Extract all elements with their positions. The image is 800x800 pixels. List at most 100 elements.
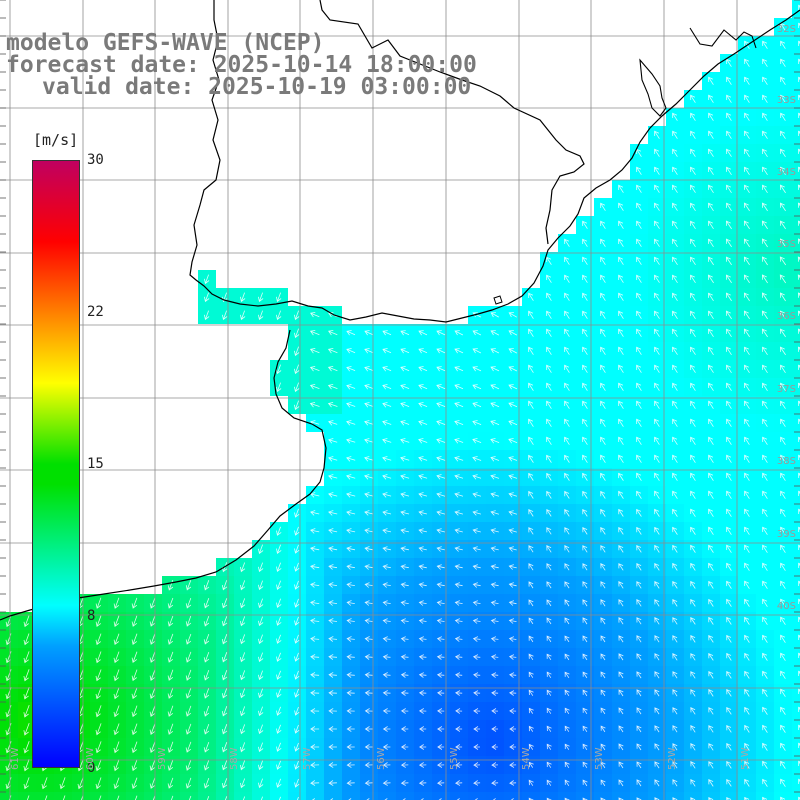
wind-arrow	[672, 526, 678, 535]
wind-arrow	[600, 545, 606, 553]
wind-arrow	[798, 400, 800, 407]
wind-arrow	[564, 400, 570, 409]
wind-arrow	[294, 544, 300, 554]
wind-arrow	[149, 705, 156, 718]
wind-arrow	[167, 651, 174, 663]
wind-arrow	[761, 274, 768, 284]
wind-arrow	[23, 651, 30, 664]
wind-cell	[792, 18, 800, 36]
wind-cell	[792, 162, 800, 180]
wind-arrow	[798, 598, 800, 605]
wind-arrow	[672, 220, 678, 230]
wind-arrow	[564, 743, 570, 750]
wind-arrow	[744, 148, 750, 158]
wind-arrow	[636, 184, 642, 193]
wind-arrow	[780, 598, 786, 607]
wind-arrow	[382, 744, 391, 750]
wind-arrow	[456, 798, 460, 800]
wind-arrow	[798, 76, 800, 83]
wind-arrow	[149, 741, 156, 754]
wind-arrow	[346, 726, 355, 732]
wind-arrow	[437, 744, 445, 750]
wind-arrow	[328, 330, 338, 336]
wind-arrow	[600, 436, 606, 445]
wind-arrow	[364, 330, 374, 336]
wind-arrow	[798, 616, 800, 623]
wind-arrow	[346, 708, 355, 714]
wind-arrow	[762, 652, 768, 661]
wind-cell	[792, 684, 800, 702]
wind-arrow	[582, 599, 588, 607]
wind-arrow	[382, 510, 392, 516]
wind-arrow	[454, 438, 464, 444]
wind-arrow	[582, 346, 588, 355]
wind-arrow	[672, 238, 678, 248]
wind-arrow	[726, 796, 732, 800]
wind-arrow	[636, 364, 642, 373]
wind-arrow	[528, 310, 534, 319]
wind-arrow	[672, 202, 678, 211]
wind-arrow	[654, 166, 660, 175]
wind-arrow	[455, 762, 463, 768]
wind-arrow	[203, 777, 210, 789]
wind-arrow	[23, 759, 30, 772]
wind-arrow	[382, 348, 392, 354]
wind-arrow	[564, 364, 570, 373]
wind-arrow	[744, 526, 750, 535]
wind-arrow	[564, 436, 570, 445]
wind-arrow	[346, 618, 355, 624]
wind-arrow	[582, 256, 588, 265]
lat-label: 32S	[776, 24, 796, 35]
wind-arrow	[59, 777, 66, 790]
wind-arrow	[600, 328, 606, 337]
wind-arrow	[455, 780, 463, 786]
wind-cell	[792, 288, 800, 306]
wind-arrow	[600, 599, 606, 607]
wind-arrow	[798, 454, 800, 461]
wind-arrow	[490, 348, 500, 354]
wind-arrow	[744, 166, 750, 176]
wind-arrow	[149, 651, 156, 663]
wind-arrow	[528, 653, 534, 661]
wind-arrow	[797, 346, 800, 352]
wind-arrow	[564, 418, 570, 427]
wind-arrow	[131, 705, 138, 718]
wind-arrow	[600, 310, 606, 319]
wind-arrow	[490, 492, 500, 498]
wind-arrow	[454, 564, 463, 570]
wind-arrow	[780, 796, 786, 800]
wind-arrow	[418, 654, 427, 660]
wind-arrow	[654, 418, 660, 427]
wind-arrow	[346, 510, 356, 516]
wind-cell	[522, 792, 540, 800]
wind-arrow	[400, 726, 409, 732]
wind-arrow	[618, 653, 624, 661]
wind-arrow	[636, 779, 642, 787]
wind-arrow	[618, 238, 624, 247]
wind-arrow	[239, 706, 246, 717]
wind-arrow	[528, 508, 534, 517]
wind-arrow	[382, 636, 391, 642]
wind-arrow	[780, 778, 786, 787]
wind-arrow	[95, 741, 102, 754]
wind-arrow	[582, 328, 588, 337]
wind-arrow	[80, 795, 84, 800]
wind-arrow	[400, 438, 410, 444]
wind-arrow	[473, 744, 480, 750]
wind-arrow	[419, 726, 427, 732]
wind-arrow	[582, 490, 588, 499]
wind-arrow	[62, 795, 66, 800]
wind-arrow	[618, 779, 624, 787]
wind-arrow	[418, 708, 427, 714]
wind-arrow	[364, 582, 373, 588]
wind-arrow	[618, 346, 624, 355]
wind-arrow	[185, 669, 192, 681]
wind-arrow	[654, 743, 660, 751]
wind-arrow	[472, 330, 482, 336]
wind-cell	[792, 774, 800, 792]
wind-arrow	[508, 528, 517, 534]
wind-arrow	[708, 454, 714, 463]
wind-arrow	[418, 438, 428, 444]
wind-arrow	[203, 759, 210, 771]
